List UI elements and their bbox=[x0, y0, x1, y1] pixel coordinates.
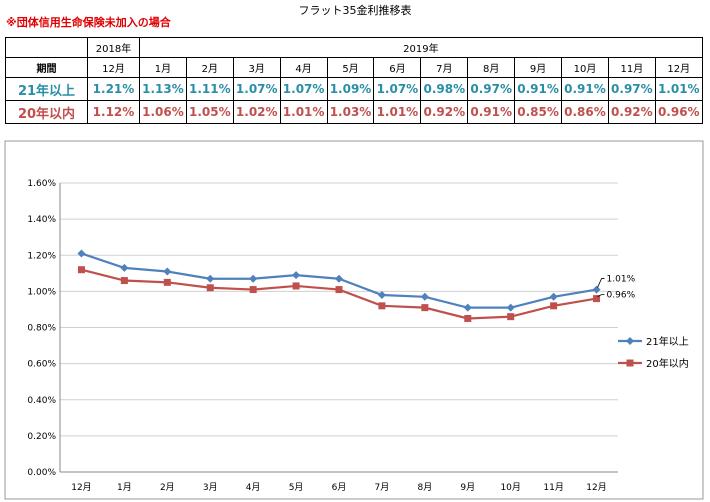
legend-label: 20年以内 bbox=[646, 357, 689, 370]
rate-cell: 0.91% bbox=[561, 77, 609, 101]
data-point-diamond bbox=[335, 274, 343, 283]
data-point-square bbox=[550, 302, 558, 310]
data-point-diamond bbox=[377, 290, 386, 299]
legend-marker-square bbox=[626, 359, 634, 367]
y-tick-label: 0.40% bbox=[27, 396, 56, 406]
y-tick-label: 1.60% bbox=[27, 179, 56, 189]
data-point-diamond bbox=[77, 249, 86, 258]
rate-cell: 1.12% bbox=[87, 100, 140, 124]
rate-cell: 1.01% bbox=[373, 100, 422, 124]
rate-cell: 0.97% bbox=[467, 77, 516, 101]
chart-legend: 21年以上 20年以内 bbox=[618, 335, 689, 370]
y-tick-label: 0.60% bbox=[27, 360, 56, 370]
y-tick-label: 0.20% bbox=[27, 432, 56, 442]
rate-cell: 1.07% bbox=[373, 77, 422, 101]
y-tick-label: 0.80% bbox=[27, 324, 56, 334]
y-tick-label: 0.00% bbox=[27, 468, 56, 478]
y-axis-ticks: 0.00% 0.20% 0.40% 0.60% 0.80% 1.00% 1.20% 1.40%… bbox=[27, 179, 56, 478]
data-point-diamond bbox=[163, 267, 172, 276]
chart-series bbox=[77, 249, 601, 322]
rate-cell: 0.86% bbox=[561, 100, 609, 124]
table-row-20-years: 20年以内 1.12% 1.06% 1.05% 1.02% 1.01% 1.03… bbox=[5, 100, 703, 124]
rate-cell: 1.09% bbox=[326, 77, 375, 101]
rate-cell: 0.85% bbox=[514, 100, 563, 124]
end-data-label: 1.01% bbox=[607, 275, 636, 285]
data-point-square bbox=[464, 314, 472, 322]
rate-table: 2018年 2019年 期間 12月 1月 2月 3月 4月 5月 6月 7月 … bbox=[5, 37, 703, 124]
x-tick-label: 5月 bbox=[289, 482, 304, 493]
data-point-square bbox=[593, 295, 601, 303]
note-text: ※団体信用生命保険未加入の場合 bbox=[6, 16, 171, 29]
label-leader-line bbox=[597, 294, 605, 297]
data-point-square bbox=[292, 282, 300, 290]
x-tick-label: 2月 bbox=[160, 482, 175, 493]
rate-cell: 1.05% bbox=[185, 100, 234, 124]
data-point-diamond bbox=[120, 263, 129, 272]
label-leader-line bbox=[597, 278, 605, 288]
data-point-square bbox=[378, 302, 386, 310]
data-point-diamond bbox=[463, 303, 472, 312]
chart-gridlines bbox=[59, 182, 618, 473]
table-row-21-years: 21年以上 1.21% 1.13% 1.11% 1.07% 1.07% 1.09… bbox=[5, 77, 703, 101]
rate-cell: 1.11% bbox=[185, 77, 234, 101]
x-tick-label: 11月 bbox=[543, 482, 563, 493]
month-cell: 12月 bbox=[87, 57, 140, 78]
rate-cell: 0.91% bbox=[514, 77, 563, 101]
rate-cell: 1.06% bbox=[139, 100, 187, 124]
data-point-diamond bbox=[292, 271, 301, 280]
x-tick-label: 1月 bbox=[117, 482, 132, 493]
rate-cell: 0.96% bbox=[654, 100, 703, 124]
data-point-square bbox=[120, 277, 128, 285]
data-point-square bbox=[249, 286, 257, 294]
x-tick-label: 3月 bbox=[203, 482, 218, 493]
x-tick-label: 10月 bbox=[500, 482, 520, 493]
y-tick-label: 1.20% bbox=[27, 251, 56, 261]
y-tick-label: 1.40% bbox=[27, 215, 56, 225]
y-tick-label: 1.00% bbox=[27, 287, 56, 297]
data-point-diamond bbox=[549, 292, 558, 301]
rate-cell: 1.21% bbox=[87, 77, 140, 101]
data-point-square bbox=[335, 286, 343, 294]
x-tick-label: 12月 bbox=[586, 482, 606, 493]
end-labels: 1.01% 0.96% bbox=[597, 275, 636, 301]
x-tick-label: 8月 bbox=[417, 482, 432, 493]
rate-cell: 0.92% bbox=[420, 100, 469, 124]
data-point-square bbox=[507, 313, 515, 321]
data-point-square bbox=[77, 266, 85, 274]
x-axis-ticks: 12月 1月 2月 3月 4月 5月 6月 7月 8月 9月 10月 11月 12月 bbox=[71, 482, 607, 493]
data-point-diamond bbox=[506, 303, 515, 312]
data-point-square bbox=[421, 304, 429, 312]
rate-cell: 0.92% bbox=[607, 100, 656, 124]
x-tick-label: 4月 bbox=[246, 482, 261, 493]
data-point-diamond bbox=[206, 274, 215, 283]
year-header-row: 2018年 2019年 bbox=[5, 37, 703, 58]
data-point-diamond bbox=[249, 274, 258, 283]
legend-label: 21年以上 bbox=[646, 335, 689, 348]
data-point-diamond bbox=[420, 292, 429, 301]
rate-cell: 0.91% bbox=[467, 100, 516, 124]
x-tick-label: 6月 bbox=[332, 482, 347, 493]
legend-marker-diamond bbox=[626, 337, 634, 345]
row-label: 20年以内 bbox=[5, 100, 88, 124]
data-point-square bbox=[206, 284, 214, 292]
data-point-square bbox=[163, 278, 171, 286]
x-tick-label: 12月 bbox=[71, 482, 91, 493]
data-point-diamond bbox=[592, 285, 601, 294]
page-title: フラット35金利推移表 bbox=[298, 4, 412, 17]
chart-frame bbox=[4, 140, 704, 500]
rate-cell: 1.03% bbox=[326, 100, 375, 124]
x-tick-label: 7月 bbox=[375, 482, 390, 493]
end-data-label: 0.96% bbox=[607, 291, 636, 301]
x-tick-label: 9月 bbox=[460, 482, 475, 493]
